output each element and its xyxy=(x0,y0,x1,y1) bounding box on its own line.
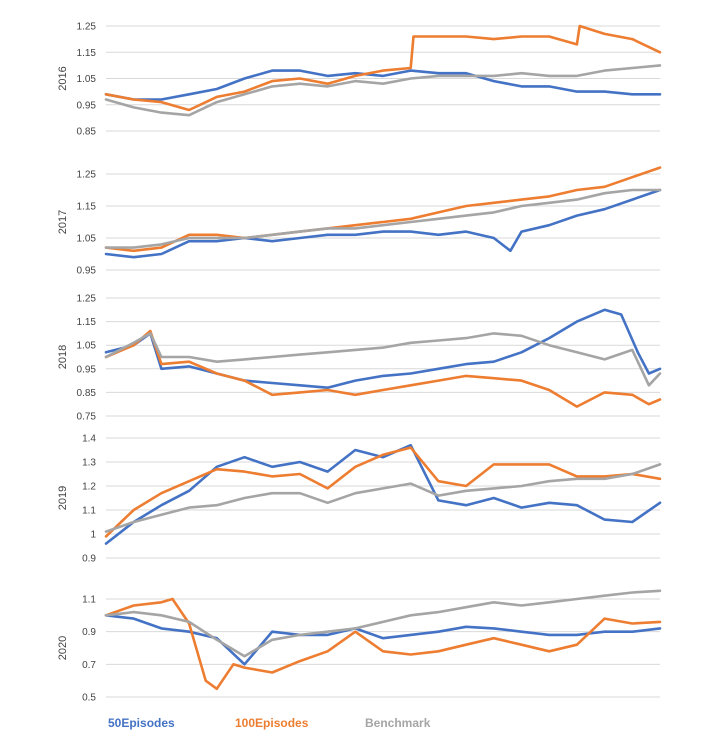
y-tick-label: 1.2 xyxy=(82,482,96,493)
y-tick-label: 0.75 xyxy=(77,412,97,423)
series-line-100episodes xyxy=(104,24,662,112)
panel-2017: 0.95 1.05 1.15 1.25 2017 xyxy=(57,166,662,277)
y-tick-label: 1.25 xyxy=(77,170,97,181)
series-line-50episodes xyxy=(104,613,662,666)
y-tick-label: 1.4 xyxy=(82,434,96,445)
y-axis-label: 2020 xyxy=(57,636,69,660)
y-tick-label: 0.7 xyxy=(82,660,96,671)
legend-label-50episodes: 50Episodes xyxy=(108,716,175,730)
y-axis-label: 2017 xyxy=(57,210,69,234)
y-axis-label: 2016 xyxy=(57,66,69,90)
y-axis-label: 2019 xyxy=(57,486,69,510)
y-tick-label: 0.9 xyxy=(82,627,96,638)
y-tick-label: 1.05 xyxy=(77,74,97,85)
series-line-100episodes xyxy=(104,446,662,538)
y-tick-label: 1.1 xyxy=(82,506,96,517)
legend-benchmark: Benchmark xyxy=(365,716,430,730)
series-line-50episodes xyxy=(104,69,662,101)
y-tick-label: 0.95 xyxy=(77,364,97,375)
series-line-50episodes xyxy=(104,308,662,390)
series-line-50episodes xyxy=(104,188,662,259)
y-tick-label: 0.85 xyxy=(77,388,97,399)
series-line-50episodes xyxy=(104,443,662,545)
y-tick-label: 1.3 xyxy=(82,458,96,469)
panel-2020: 0.5 0.7 0.9 1.1 2020 xyxy=(57,589,662,704)
series-line-benchmark xyxy=(104,463,662,533)
series-line-100episodes xyxy=(104,597,662,691)
y-tick-label: 1.05 xyxy=(77,341,97,352)
panel-2018: 0.75 0.85 0.95 1.05 1.15 1.25 2018 xyxy=(57,294,662,423)
legend-label-100episodes: 100Episodes xyxy=(235,716,309,730)
y-tick-label: 1.15 xyxy=(77,48,97,59)
series-line-benchmark xyxy=(104,188,662,249)
y-tick-label: 1.15 xyxy=(77,317,97,328)
series-line-100episodes xyxy=(104,329,662,408)
y-tick-label: 1.05 xyxy=(77,234,97,245)
y-tick-label: 0.95 xyxy=(77,266,97,277)
y-tick-label: 0.9 xyxy=(82,554,96,565)
legend-100episodes: 100Episodes xyxy=(235,716,308,730)
y-tick-label: 0.85 xyxy=(77,127,97,138)
y-tick-label: 1.15 xyxy=(77,202,97,213)
series-line-benchmark xyxy=(104,64,662,117)
series-line-100episodes xyxy=(104,166,662,253)
y-tick-label: 1.25 xyxy=(77,294,97,305)
series-line-benchmark xyxy=(104,589,662,658)
series-line-benchmark xyxy=(104,332,662,387)
y-tick-label: 1 xyxy=(90,530,96,541)
y-tick-label: 1.1 xyxy=(82,595,96,606)
panel-2016: 0.85 0.95 1.05 1.15 1.25 2016 xyxy=(57,22,662,138)
legend-label-benchmark: Benchmark xyxy=(365,716,431,730)
y-axis-label: 2018 xyxy=(57,345,69,369)
y-tick-label: 0.95 xyxy=(77,100,97,111)
y-tick-label: 0.5 xyxy=(82,693,96,704)
legend-50episodes: 50Episodes xyxy=(108,716,175,730)
panel-2019: 0.9 1 1.1 1.2 1.3 1.4 2019 xyxy=(57,434,662,565)
y-tick-label: 1.25 xyxy=(77,22,97,33)
